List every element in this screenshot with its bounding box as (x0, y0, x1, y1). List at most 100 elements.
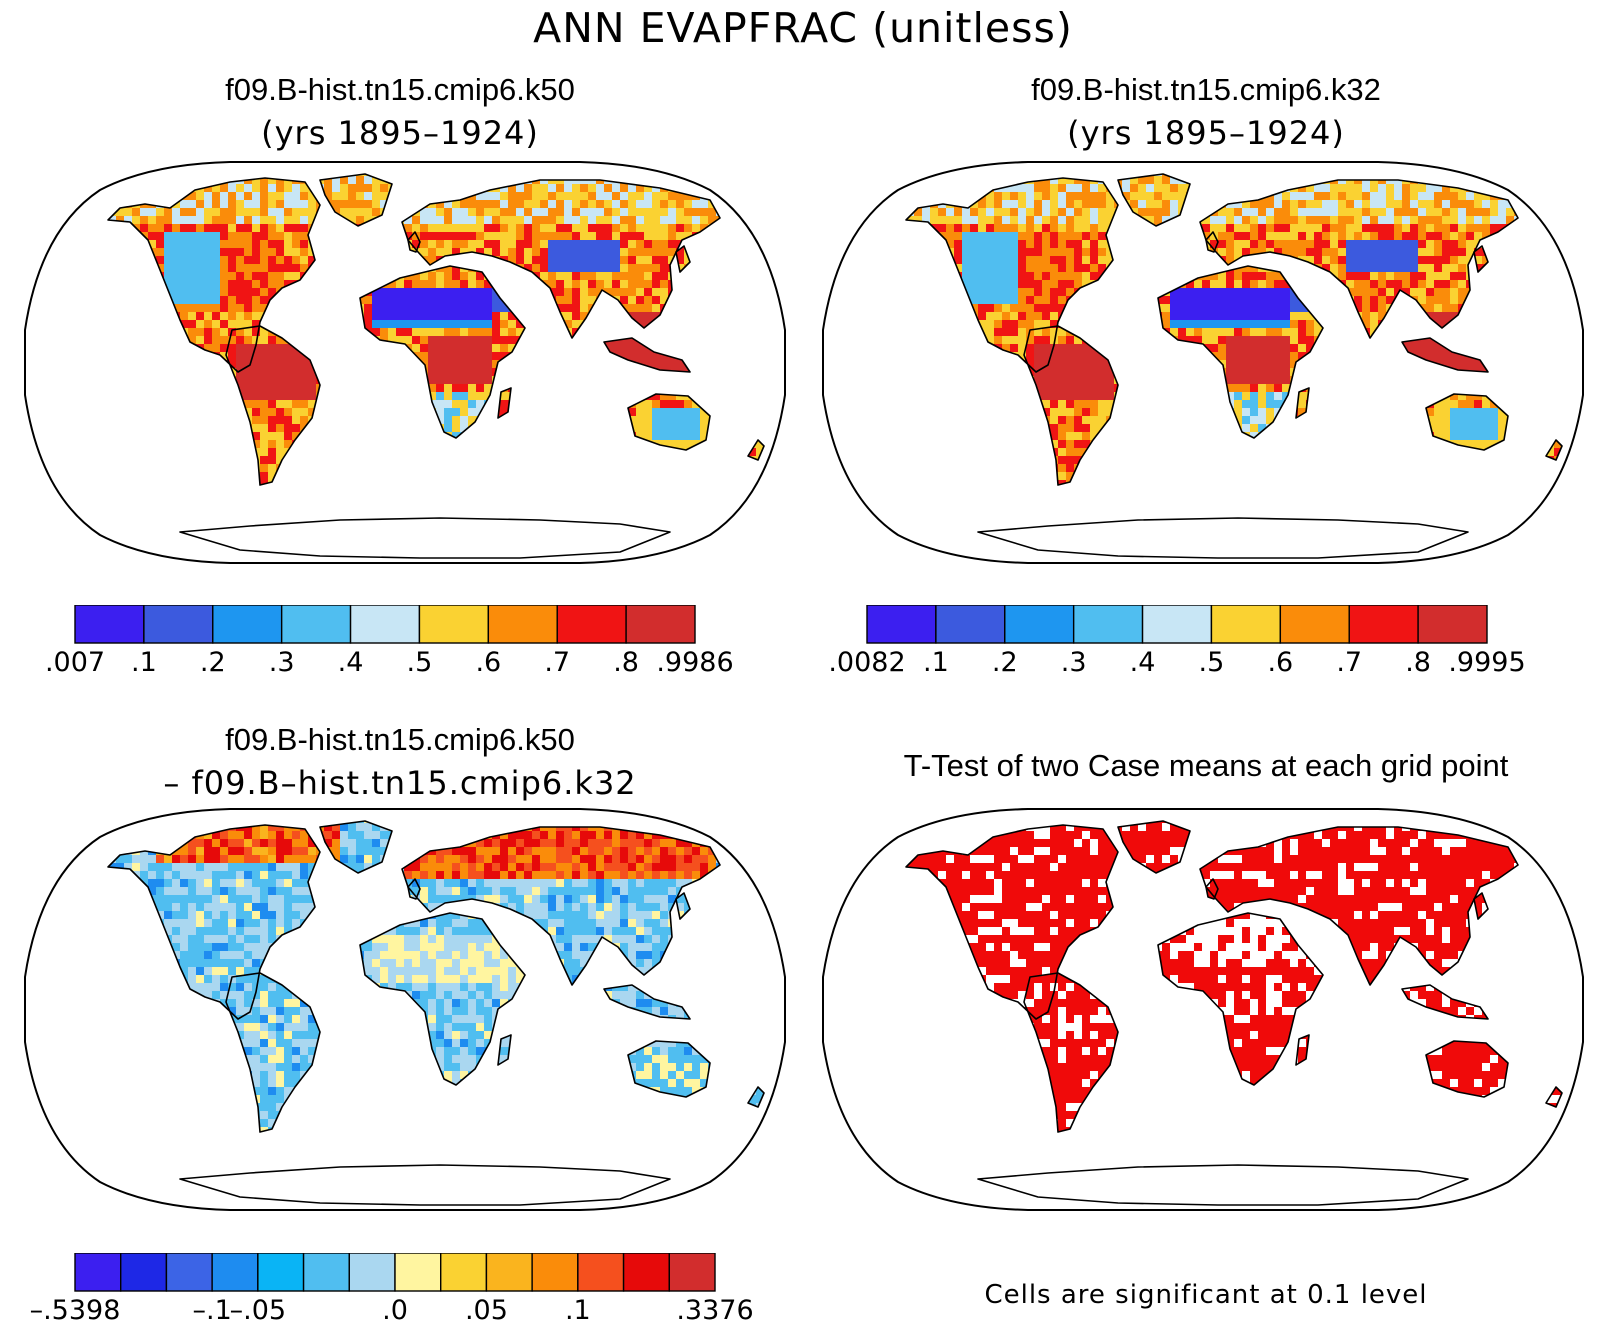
map-case2 (822, 161, 1584, 564)
map-case1 (24, 161, 786, 564)
panel-case1-title: f09.B-hist.tn15.cmip6.k50 (225, 72, 575, 107)
colorbar-swatch (165, 1253, 213, 1292)
coastline-uk (1205, 878, 1219, 900)
colorbar-tick-label: .6 (1267, 647, 1293, 678)
colorbar-tick-label: .8 (613, 647, 639, 678)
coastline-newZealand (1545, 439, 1563, 461)
map-frame (24, 808, 786, 1211)
colorbar-tick-label: –.1 (193, 1295, 232, 1326)
colorbar-swatch (74, 1253, 122, 1292)
coastline-antarctica (179, 517, 671, 559)
map-diff (24, 808, 786, 1211)
coastline-africa (1157, 265, 1324, 439)
colorbar-swatch (74, 605, 145, 644)
colorbar-swatch (120, 1253, 168, 1292)
colorbar-tick-label: .5 (1199, 647, 1225, 678)
colorbar-swatch (935, 605, 1006, 644)
coastline-eurasia (1199, 826, 1519, 986)
colorbar-swatch (531, 1253, 579, 1292)
coastline-antarctica (977, 1164, 1469, 1206)
coastline-northAmerica (107, 177, 321, 373)
colorbar-tick-label: .5 (407, 647, 433, 678)
colorbar-swatch (1279, 605, 1350, 644)
colorbar-tick-label: .4 (338, 647, 364, 678)
colorbar-swatch (1210, 605, 1282, 644)
colorbar-swatch (143, 605, 214, 644)
map-frame (822, 808, 1584, 1211)
colorbar-swatch (577, 1253, 625, 1292)
colorbar-swatch (211, 1253, 259, 1292)
main-title: ANN EVAPFRAC (unitless) (533, 4, 1073, 52)
colorbar-diff: –.5398 –.1–.05 .0 .05 .1 .3376 (30, 1253, 754, 1326)
colorbar-swatch (418, 605, 490, 644)
coastline-newZealand (1545, 1086, 1563, 1108)
colorbar-tick-label: –.5398 (30, 1295, 121, 1326)
colorbar-swatch (487, 605, 558, 644)
coastline-australia (1425, 1040, 1509, 1098)
coastline-southAmerica (1023, 325, 1119, 486)
colorbar-case2: .0082 .1 .2 .3 .4 .5 .6 .7 .8 .9995 (828, 605, 1526, 678)
coastline-africa (359, 265, 526, 439)
colorbar-swatch (622, 1253, 670, 1292)
panel-case2-subtitle: (yrs 1895–1924) (1067, 114, 1345, 152)
coastline-newZealand (747, 1086, 765, 1108)
coastline-madagascar (1295, 1034, 1310, 1066)
colorbar-swatch (485, 1253, 533, 1292)
colorbar-tick-label: .05 (465, 1295, 508, 1326)
coastline-eurasia (1199, 179, 1519, 339)
colorbar-tick-label: .3376 (676, 1295, 753, 1326)
colorbar-tick-label: .2 (200, 647, 226, 678)
coastline-greenland (319, 173, 393, 227)
coastline-southAmerica (225, 325, 321, 486)
map-frame (822, 161, 1584, 564)
panel-case1-subtitle: (yrs 1895–1924) (261, 114, 539, 152)
coastline-northAmerica (905, 824, 1119, 1020)
colorbar-tick-label: –.05 (230, 1295, 286, 1326)
coastline-uk (407, 878, 421, 900)
colorbar-tick-label: .1 (565, 1295, 591, 1326)
colorbar-swatch (302, 1253, 350, 1292)
coastline-newZealand (747, 439, 765, 461)
colorbar-swatch (1348, 605, 1419, 644)
panel-diff-title: f09.B-hist.tn15.cmip6.k50 (225, 722, 575, 757)
colorbar-swatch (280, 605, 352, 644)
coastline-eurasia (401, 826, 721, 986)
coastline-indonesia (603, 984, 691, 1020)
colorbar-swatch (866, 605, 937, 644)
colorbar-tick-label: .1 (923, 647, 949, 678)
colorbar-swatch (257, 1253, 305, 1292)
coastline-indonesia (1401, 337, 1489, 373)
colorbar-swatch (348, 1253, 396, 1292)
colorbar-swatch (556, 605, 627, 644)
coastline-japan (675, 892, 691, 920)
colorbar-swatch (1141, 605, 1213, 644)
colorbar-swatch (1072, 605, 1144, 644)
colorbar-swatch (1004, 605, 1075, 644)
coastline-madagascar (1295, 387, 1310, 419)
colorbar-swatch (668, 1253, 716, 1292)
colorbar-tick-label: .9995 (1448, 647, 1525, 678)
colorbar-tick-label: .7 (544, 647, 570, 678)
colorbar-tick-label: .007 (45, 647, 105, 678)
colorbar-case1: .007 .1 .2 .3 .4 .5 .6 .7 .8 .9986 (45, 605, 734, 678)
coastline-northAmerica (107, 824, 321, 1020)
colorbar-tick-label: .3 (1061, 647, 1087, 678)
panel-diff-subtitle: – f09.B–hist.tn15.cmip6.k32 (163, 764, 637, 802)
coastline-indonesia (1401, 984, 1489, 1020)
coastline-japan (675, 245, 691, 273)
coastlines (905, 173, 1563, 559)
coastline-greenland (1117, 173, 1191, 227)
colorbar-swatch (212, 605, 283, 644)
coastline-australia (627, 393, 711, 451)
map-frame (24, 161, 786, 564)
coastline-eurasia (401, 179, 721, 339)
map-ttest (822, 808, 1584, 1211)
coastlines (905, 820, 1563, 1206)
coastline-indonesia (603, 337, 691, 373)
coastline-africa (1157, 912, 1324, 1086)
coastline-southAmerica (1023, 972, 1119, 1133)
colorbar-tick-label: .9986 (656, 647, 733, 678)
coastline-australia (1425, 393, 1509, 451)
coastlines (107, 820, 765, 1206)
coastline-japan (1473, 245, 1489, 273)
